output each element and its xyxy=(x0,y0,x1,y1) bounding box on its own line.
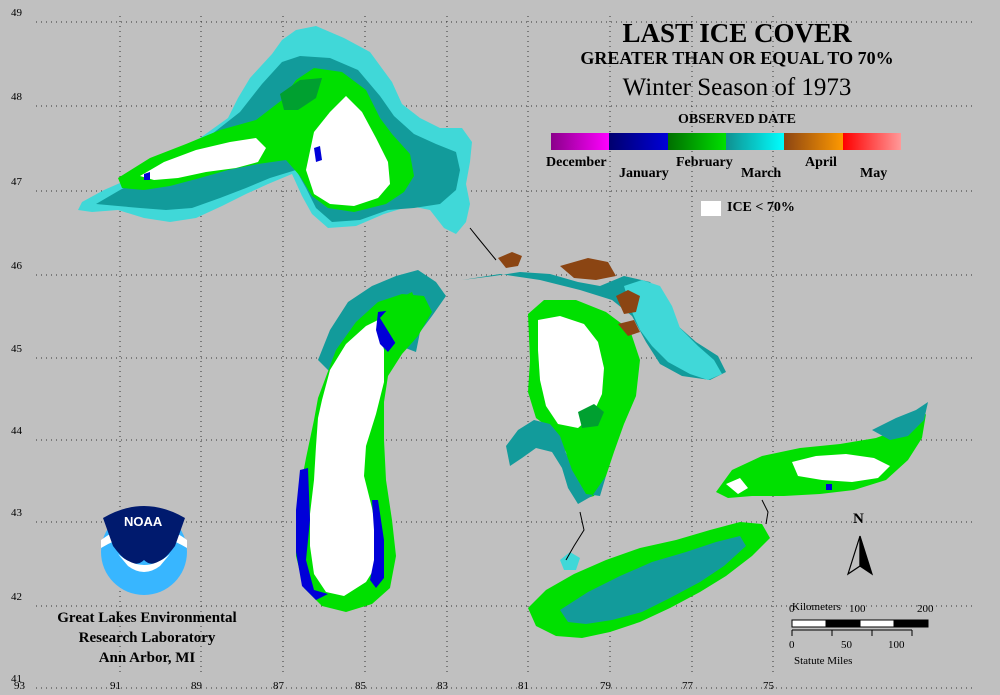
latitude-label: 46 xyxy=(11,260,22,272)
huron-brown-northchannel xyxy=(498,252,640,336)
michigan-white xyxy=(310,320,384,596)
map-subtitle: GREATER THAN OR EQUAL TO 70% xyxy=(580,48,894,68)
ice-legend-label: ICE < 70% xyxy=(727,200,795,215)
longitude-label: 91 xyxy=(110,680,121,692)
season-title: Winter Season of 1973 xyxy=(622,74,852,101)
huron-white xyxy=(538,316,604,428)
km-tick-100: 100 xyxy=(849,603,866,615)
latitude-label: 42 xyxy=(11,591,22,603)
superior-blue-patch xyxy=(314,146,322,162)
graticule xyxy=(36,16,972,689)
lake-erie xyxy=(528,522,770,638)
latitude-label: 44 xyxy=(11,425,22,437)
latitude-label: 48 xyxy=(11,91,22,103)
lake-ontario xyxy=(716,402,928,498)
longitude-label: 89 xyxy=(191,680,202,692)
legend-month-label: May xyxy=(860,166,888,181)
scale-bar xyxy=(791,619,929,636)
longitude-label: 85 xyxy=(355,680,366,692)
mi-tick-50: 50 xyxy=(841,639,852,651)
latitude-label: 49 xyxy=(11,7,22,19)
north-arrow xyxy=(846,535,874,576)
mi-tick-100: 100 xyxy=(888,639,905,651)
green-bay xyxy=(380,292,418,344)
legend-swatch xyxy=(842,133,901,150)
latitude-label: 47 xyxy=(11,176,22,188)
longitude-label: 77 xyxy=(682,680,693,692)
latitude-label: 41 xyxy=(11,673,22,685)
legend-color-bar xyxy=(551,133,901,150)
superior-blue-dot xyxy=(144,172,150,180)
legend-swatch xyxy=(784,133,843,150)
superior-darkgreen-patch xyxy=(280,78,322,110)
longitude-label: 83 xyxy=(437,680,448,692)
legend-month-label: February xyxy=(676,155,733,170)
legend-swatch xyxy=(725,133,785,150)
legend-heading: OBSERVED DATE xyxy=(678,112,796,127)
longitude-label: 75 xyxy=(763,680,774,692)
noaa-logo xyxy=(101,506,187,595)
huron-teal-saginaw xyxy=(506,420,606,504)
longitude-label: 79 xyxy=(600,680,611,692)
north-label: N xyxy=(853,511,864,527)
km-tick-0: 0 xyxy=(789,603,795,615)
ontario-teal-east xyxy=(872,402,928,440)
legend-swatch xyxy=(551,133,610,150)
legend-swatch xyxy=(667,133,726,150)
latitude-label: 45 xyxy=(11,343,22,355)
ontario-white-west xyxy=(726,478,748,494)
mi-tick-0: 0 xyxy=(789,639,795,651)
km-tick-200: 200 xyxy=(917,603,934,615)
km-label: Kilometers xyxy=(792,601,841,613)
ontario-blue-dot xyxy=(826,484,832,490)
lake-stclair xyxy=(560,552,580,570)
erie-teal xyxy=(560,536,746,624)
noaa-logo-text: NOAA xyxy=(124,514,163,529)
superior-white-east xyxy=(306,96,390,206)
lake-michigan xyxy=(296,270,446,612)
credit-line-1: Great Lakes Environmental xyxy=(57,610,237,626)
coastline-lines xyxy=(469,227,769,561)
legend-month-label: January xyxy=(619,166,669,181)
credit-line-3: Ann Arbor, MI xyxy=(98,650,196,666)
north-arrow-left-half xyxy=(846,535,861,576)
legend-swatch xyxy=(609,133,668,150)
latitude-label: 43 xyxy=(11,507,22,519)
longitude-label: 87 xyxy=(273,680,284,692)
credit-line-2: Research Laboratory xyxy=(78,630,216,646)
ontario-white xyxy=(792,454,890,482)
legend-month-label: December xyxy=(546,155,607,170)
map-title: LAST ICE COVER xyxy=(622,18,852,48)
superior-white-west xyxy=(140,138,266,180)
ice-swatch xyxy=(701,201,721,216)
legend-month-label: March xyxy=(741,166,782,181)
longitude-label: 81 xyxy=(518,680,529,692)
huron-darkgreen-patch xyxy=(578,404,604,428)
mi-label: Statute Miles xyxy=(794,655,853,667)
michigan-blue-west xyxy=(296,468,328,600)
longitude-label: 93 xyxy=(14,680,25,692)
lake-superior xyxy=(78,26,472,234)
huron-cyan-georgian xyxy=(624,280,722,380)
legend-month-label: April xyxy=(805,155,837,170)
michigan-blue-east xyxy=(370,500,384,588)
lake-huron xyxy=(462,252,726,504)
north-arrow-right-half xyxy=(859,535,874,576)
